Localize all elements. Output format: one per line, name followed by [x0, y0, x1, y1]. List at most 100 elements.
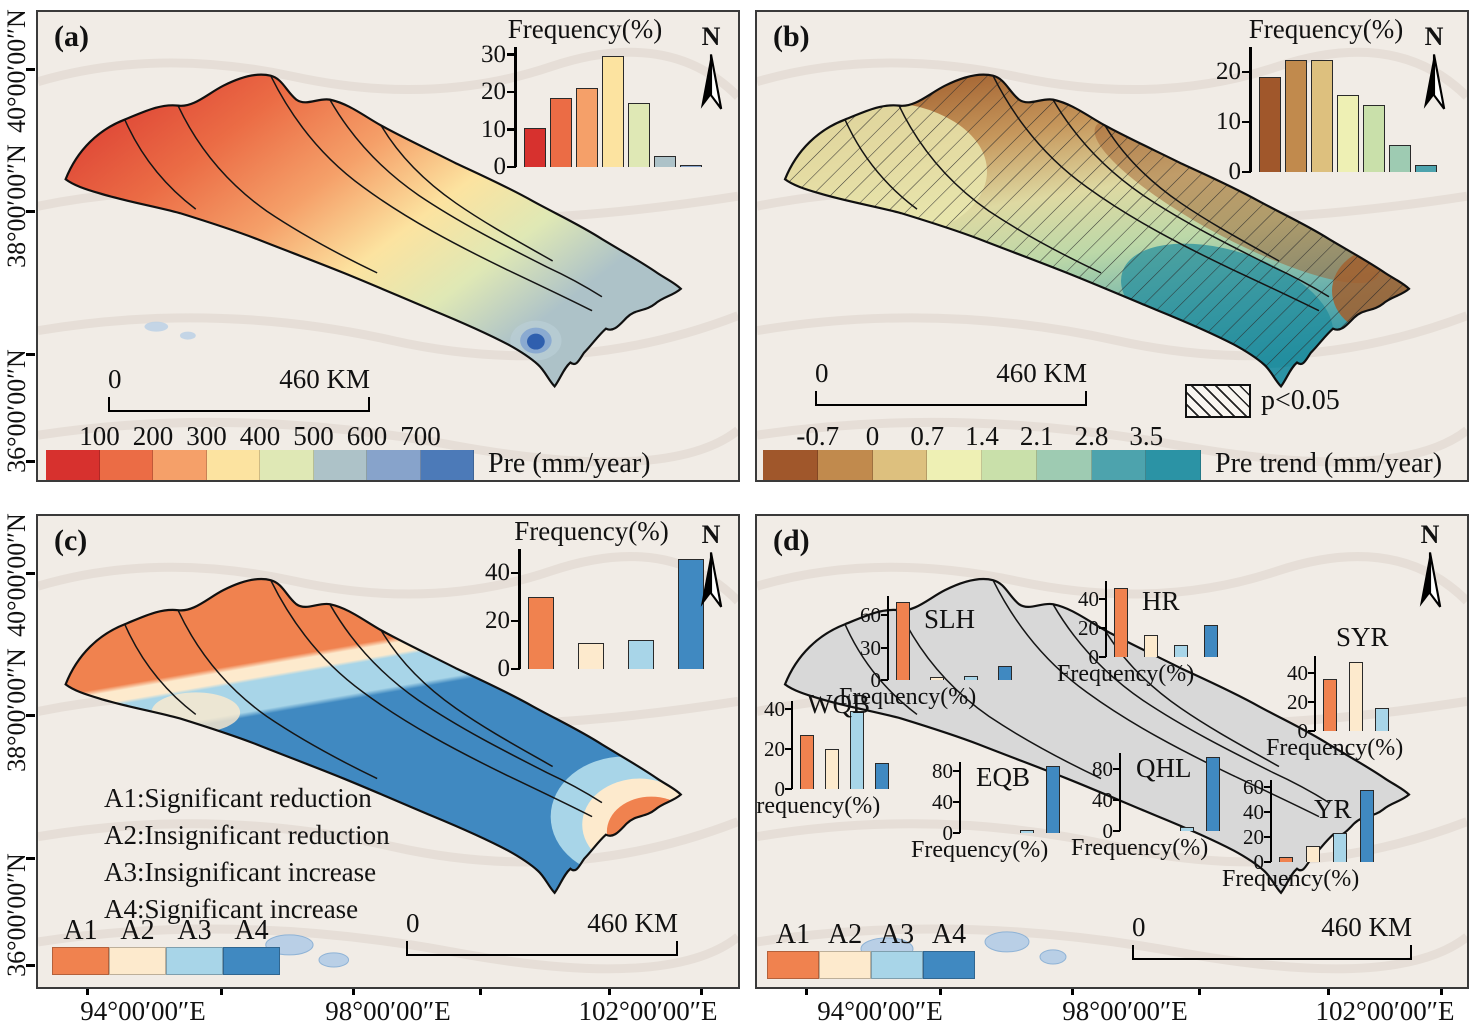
scale-dist: 460 KM	[279, 364, 370, 394]
colorbar-tick: 600	[346, 421, 388, 451]
bar	[1279, 857, 1293, 862]
lon-tick	[700, 986, 703, 995]
bar	[628, 640, 654, 669]
bar	[1415, 164, 1437, 172]
y-tick-mark	[953, 770, 960, 773]
compass-needle-icon	[694, 50, 728, 120]
bar	[1285, 59, 1307, 172]
colorbar-swatch	[206, 450, 260, 480]
bars	[896, 602, 1012, 680]
annotation-line: A4:Significant increase	[104, 894, 359, 924]
chart-body: 0 10 20	[1209, 47, 1443, 184]
legend-labels: A1 A2 A3 A4	[767, 919, 975, 951]
y-tick-label: 20	[764, 737, 785, 761]
legend-swatches	[767, 951, 975, 979]
bar	[1259, 77, 1281, 172]
y-tick-label: 40	[1078, 586, 1099, 611]
colorbar-tick: 3.5	[1129, 421, 1164, 451]
colorbar-trend: -0.7 0 0.7 1.4 2.1 2.8 3.5 Pre trend (mm/year)	[763, 420, 1442, 480]
lon-label: 98°00′00″E	[1062, 996, 1188, 1026]
lon-tick	[1198, 986, 1201, 995]
panel-d-subbasin-map: (d) 0 30 60 SLH Frequency(%) 0 20 40 HR Frequenc…	[755, 514, 1469, 989]
lon-tick	[1071, 986, 1074, 995]
bar	[550, 97, 572, 167]
colorbar-tick: 700	[400, 421, 441, 451]
chart-title: Frequency(%)	[1266, 735, 1404, 761]
bar	[800, 735, 814, 789]
lat-tick	[26, 857, 35, 860]
scale-bracket	[406, 941, 678, 956]
bar	[578, 642, 604, 669]
y-tick-mark	[1264, 811, 1271, 814]
y-tick-mark	[953, 801, 960, 804]
freq-chart-hr: 0 20 40 HR Frequency(%)	[1057, 581, 1246, 688]
colorbar-body: -0.7 0 0.7 1.4 2.1 2.8 3.5	[763, 420, 1201, 480]
y-tick-mark	[1113, 830, 1120, 832]
lat-tick	[26, 210, 35, 213]
freq-chart-c: Frequency(%) 0 20 40	[474, 516, 709, 681]
y-axis-labels: 0 20 40	[474, 549, 518, 681]
lon-tick	[479, 986, 482, 995]
legend-label: A4	[234, 915, 269, 946]
y-tick-label: 20	[1216, 58, 1241, 85]
scale-bracket	[1132, 945, 1412, 960]
y-tick-mark	[785, 748, 792, 750]
legend-swatch	[923, 951, 975, 979]
y-tick-label: 40	[1092, 787, 1113, 812]
y-tick-label: 40	[764, 697, 785, 721]
compass-needle-icon	[694, 548, 728, 618]
bar	[524, 127, 546, 167]
y-tick-mark	[1264, 861, 1271, 863]
chart-title: Frequency(%)	[1057, 661, 1195, 687]
panel-a-precipitation-map: (a) Frequency(%) 0 10 20 30 N 0 460 KM 100 20…	[36, 10, 740, 482]
bars	[1279, 789, 1374, 862]
colorbar-title: Pre trend (mm/year)	[1215, 448, 1443, 479]
lat-tick	[26, 714, 35, 717]
y-tick-mark	[1242, 120, 1251, 123]
chart-body: 0 20 40 SYR	[1280, 622, 1455, 742]
y-tick-label: 80	[1092, 756, 1113, 781]
bar	[1375, 707, 1389, 731]
lon-tick	[220, 986, 223, 995]
freq-chart-syr: 0 20 40 SYR Frequency(%)	[1266, 622, 1455, 762]
region-label: YR	[1314, 794, 1352, 824]
scale-bar: 0 460 KM	[108, 364, 370, 412]
chart-title: Frequency(%)	[1222, 866, 1360, 892]
panel-tag: (b)	[773, 20, 810, 53]
lon-tick	[1440, 986, 1443, 995]
scale-dist: 460 KM	[1321, 912, 1412, 942]
y-tick-mark	[1308, 701, 1315, 704]
y-tick-label: 60	[860, 603, 881, 628]
y-tick-label: 20	[485, 607, 510, 634]
chart-title: Frequency(%)	[755, 793, 881, 819]
legend-label: A3	[177, 915, 212, 946]
lon-label: 102°00′00″E	[1315, 996, 1455, 1026]
legend-swatch	[819, 951, 871, 979]
annotation-line: A1:Significant reduction	[104, 783, 372, 813]
colorbar-tick: 1.4	[965, 421, 999, 451]
colorbar-tick: 2.1	[1019, 421, 1054, 451]
y-tick-label: 20	[1287, 690, 1308, 715]
y-axis-labels: 0 40 80	[1085, 753, 1119, 841]
lon-tick	[86, 986, 89, 995]
freq-chart-b: Frequency(%) 0 10 20	[1209, 14, 1443, 184]
y-tick-label: 20	[1243, 825, 1264, 850]
scale-bar: 0 460 KM	[815, 358, 1087, 406]
lon-tick	[939, 986, 942, 995]
y-tick-label: 0	[1253, 850, 1265, 874]
chart-title: Frequency(%)	[911, 837, 1049, 863]
legend-swatch	[223, 947, 280, 975]
y-tick-mark	[511, 571, 520, 574]
bar	[1389, 144, 1411, 172]
y-axis-labels: 0 20 40	[1280, 656, 1314, 742]
y-tick-label: 60	[1243, 775, 1264, 800]
scale-dist: 460 KM	[996, 358, 1087, 388]
colorbar-swatch	[927, 450, 982, 480]
legend-label: A2	[827, 919, 863, 950]
y-tick-mark	[511, 667, 520, 670]
bar	[1333, 833, 1347, 862]
class-legend: A1 A2 A3 A4	[767, 919, 975, 979]
lon-tick	[1327, 986, 1330, 995]
plot-area: QHL	[1113, 753, 1260, 832]
y-tick-mark	[1264, 836, 1271, 839]
